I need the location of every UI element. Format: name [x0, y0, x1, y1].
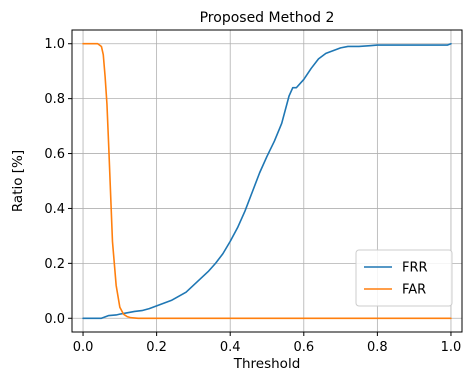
plot-frame [71, 29, 463, 333]
x-tick-label: 0.2 [146, 340, 167, 355]
legend-box [355, 249, 453, 307]
series-layer [82, 42, 452, 320]
series-line-far [82, 42, 452, 320]
series-line-frr [82, 42, 452, 320]
y-tick-label: 0.2 [44, 257, 65, 272]
x-axis-label: Threshold [233, 356, 301, 369]
x-tick-label: 0.8 [367, 340, 388, 355]
legend: FRR FAR [355, 249, 453, 307]
y-tick-label: 1.0 [44, 37, 65, 52]
y-axis-label: Ratio [%] [10, 150, 26, 212]
x-tick-label: 0.4 [220, 340, 241, 355]
ticks: 0.0 0.2 0.4 0.6 0.8 1.0 0.0 0.2 0.4 0.6 0.8 1.0 [44, 37, 461, 355]
x-tick-label: 0.0 [73, 340, 94, 355]
chart-title: Proposed Method 2 [200, 10, 335, 26]
y-tick-label: 0.4 [44, 202, 65, 217]
legend-label-far: FAR [402, 283, 426, 298]
x-tick-label: 1.0 [441, 340, 462, 355]
y-tick-label: 0.6 [44, 147, 65, 162]
x-tick-label: 0.6 [293, 340, 314, 355]
y-tick-label: 0.8 [44, 92, 65, 107]
y-tick-label: 0.0 [44, 312, 65, 327]
legend-label-frr: FRR [402, 261, 428, 276]
